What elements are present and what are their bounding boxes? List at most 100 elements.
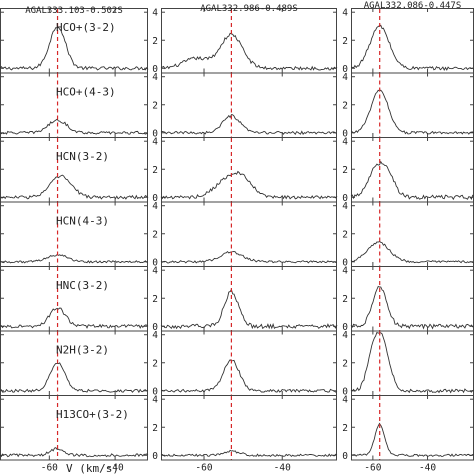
y-tick-label: 0 <box>152 128 158 139</box>
spectrum-line <box>0 307 149 329</box>
spectrum-line <box>160 114 338 136</box>
y-tick-label: 0 <box>152 322 158 333</box>
spectrum-panel <box>0 8 149 74</box>
spectrum-panel: 0 2 4 <box>152 137 338 204</box>
panel-frame <box>0 395 148 461</box>
y-tick-label: 0 <box>342 386 348 397</box>
line-label: HCO+(4-3) <box>56 86 116 99</box>
spectrum-line <box>350 422 474 458</box>
y-tick-label: 0 <box>152 386 158 397</box>
line-label: HCO+(3-2) <box>56 21 116 34</box>
spectrum-panel: 0 2 4 <box>152 72 338 139</box>
spectrum-panel: 0 2 4 <box>152 8 338 75</box>
panel-frame <box>0 330 148 396</box>
x-axis-label: V (km/s) <box>66 462 119 474</box>
panel-frame <box>0 8 148 74</box>
panel-frame <box>161 330 337 396</box>
spectrum-line <box>160 449 338 458</box>
spectrum-line <box>0 254 149 264</box>
y-tick-label: 2 <box>152 229 158 240</box>
spectrum-panel <box>0 330 149 396</box>
spectrum-panel: 0 2 4 <box>342 395 474 462</box>
spectrum-line <box>350 89 474 135</box>
y-tick-label: 4 <box>152 395 158 406</box>
column-title: AGAL332.986-0.489S <box>200 4 298 14</box>
panel-frame <box>351 266 474 332</box>
y-tick-label: 4 <box>342 137 348 148</box>
spectrum-panel: 0 2 4 <box>342 201 474 268</box>
y-tick-label: 4 <box>342 72 348 83</box>
spectrum-line <box>350 241 474 264</box>
x-tick-label: -40 <box>419 463 436 474</box>
line-label: N2H(3-2) <box>56 344 109 357</box>
spectrum-line <box>350 24 474 72</box>
spectrum-line <box>160 32 338 71</box>
y-tick-label: 0 <box>152 451 158 462</box>
line-labels: HCO+(3-2) HCO+(4-3) HCN(3-2) HCN(4-3) HNC(3-… <box>56 21 129 421</box>
y-tick-label: 4 <box>152 266 158 277</box>
spectrum-panel: 0 2 4 <box>152 395 338 462</box>
y-tick-label: 0 <box>342 322 348 333</box>
y-tick-label: 0 <box>342 193 348 204</box>
y-tick-label: 4 <box>342 395 348 406</box>
panel-frame <box>351 72 474 138</box>
y-tick-label: 0 <box>152 64 158 75</box>
y-tick-label: 4 <box>152 72 158 83</box>
panels-layer: 0240240240240240240240240240240240240240… <box>0 8 474 462</box>
panel-frame <box>351 8 474 74</box>
y-tick-label: 4 <box>342 266 348 277</box>
y-tick-label: 0 <box>342 128 348 139</box>
x-tick-label: -60 <box>41 463 58 474</box>
y-tick-label: 2 <box>152 358 158 369</box>
spectrum-panel <box>0 72 149 138</box>
line-label: HNC(3-2) <box>56 279 109 292</box>
y-tick-label: 4 <box>152 137 158 148</box>
spectrum-panel: 0 2 4 <box>152 201 338 268</box>
spectrum-line <box>0 362 149 394</box>
panel-frame <box>161 8 337 74</box>
spectrum-line <box>160 288 338 330</box>
column-title: AGAL333.103-0.502S <box>25 6 123 16</box>
y-tick-label: 4 <box>152 330 158 341</box>
y-tick-label: 4 <box>152 8 158 19</box>
panel-frame <box>0 137 148 203</box>
y-tick-label: 2 <box>152 423 158 434</box>
y-tick-label: 2 <box>342 358 348 369</box>
y-tick-label: 0 <box>342 64 348 75</box>
x-tick-label: -60 <box>195 463 212 474</box>
panel-frame <box>161 137 337 203</box>
spectrum-panel: 0 2 4 <box>152 330 338 397</box>
x-tick-labels: -60 -40 -60 -40 -60 -40 <box>41 463 437 474</box>
spectrum-panel <box>0 201 149 267</box>
y-tick-label: 4 <box>342 201 348 212</box>
spectrum-line <box>160 250 338 264</box>
spectrum-panel <box>0 395 149 461</box>
line-label: HCN(3-2) <box>56 150 109 163</box>
panel-frame <box>351 201 474 267</box>
spectrum-panel: 0 2 4 <box>342 72 474 139</box>
y-tick-label: 2 <box>152 165 158 176</box>
spectrum-panel: 0 2 4 <box>342 8 474 75</box>
column-title: AGAL332.086-0.447S <box>364 1 462 11</box>
y-tick-label: 2 <box>342 229 348 240</box>
y-tick-label: 2 <box>152 100 158 111</box>
panel-frame <box>0 201 148 267</box>
y-tick-label: 2 <box>342 100 348 111</box>
spectrum-line <box>160 170 338 200</box>
panel-frame <box>351 330 474 396</box>
spectrum-line <box>0 26 149 71</box>
y-tick-label: 4 <box>152 201 158 212</box>
y-tick-label: 4 <box>342 330 348 341</box>
y-tick-label: 4 <box>342 8 348 19</box>
spectrum-panel: 0 2 4 <box>342 266 474 333</box>
spectrum-panel <box>0 266 149 332</box>
y-tick-label: 2 <box>342 423 348 434</box>
panel-frame <box>351 395 474 461</box>
x-tick-label: -40 <box>107 463 124 474</box>
y-tick-label: 2 <box>152 294 158 305</box>
spectrum-line <box>350 331 474 394</box>
panel-frame <box>161 395 337 461</box>
y-tick-label: 0 <box>152 257 158 268</box>
x-tick-label: -40 <box>274 463 291 474</box>
